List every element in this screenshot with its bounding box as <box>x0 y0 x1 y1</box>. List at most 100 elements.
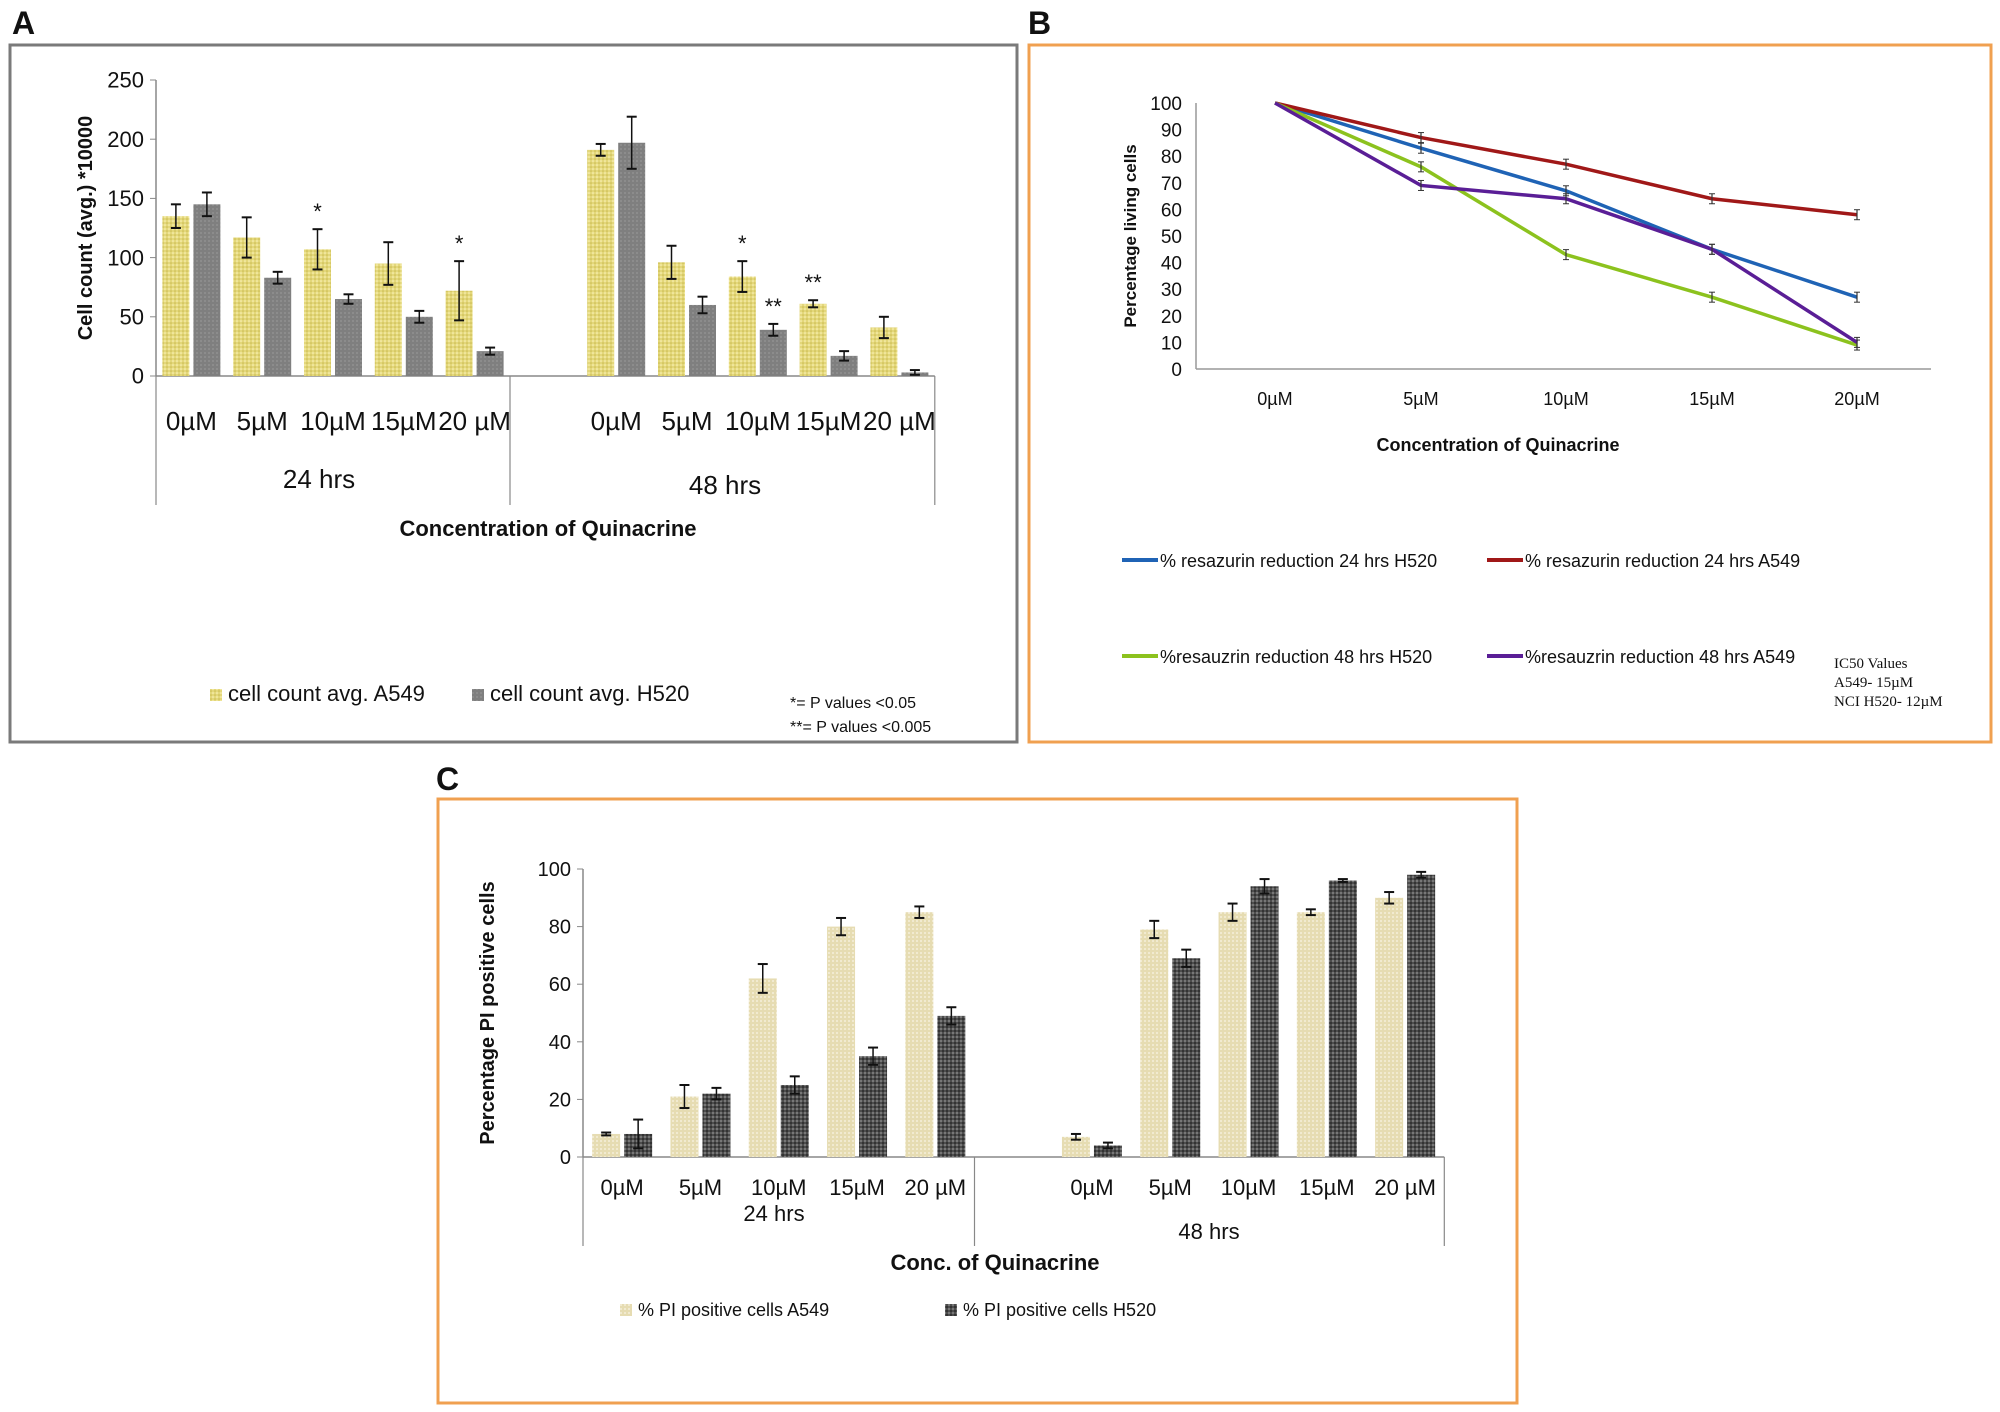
legend-label: cell count avg. A549 <box>228 681 425 706</box>
bar <box>1407 874 1436 1157</box>
legend-label: % PI positive cells H520 <box>963 1300 1156 1320</box>
panel-b-frame <box>1027 43 1993 744</box>
x-tick-label: 15µM <box>1689 389 1734 409</box>
y-tick-label: 0 <box>132 364 144 389</box>
group-label: 24 hrs <box>743 1201 804 1226</box>
significance-mark: * <box>313 199 322 224</box>
x-tick-label: 20 µM <box>1374 1175 1436 1200</box>
y-tick-label: 20 <box>1161 307 1182 328</box>
x-tick-label: 5µM <box>1149 1175 1192 1200</box>
bar <box>405 316 433 376</box>
x-tick-label: 0µM <box>591 406 642 436</box>
y-tick-label: 90 <box>1161 121 1182 142</box>
bar <box>728 276 756 376</box>
y-tick-label: 40 <box>1161 254 1182 275</box>
x-tick-label: 0µM <box>1070 1175 1113 1200</box>
bar <box>1093 1145 1122 1157</box>
x-tick-label: 10µM <box>751 1175 806 1200</box>
legend-label: %resauzrin reduction 48 hrs A549 <box>1525 647 1795 667</box>
bar <box>335 299 362 376</box>
y-tick-label: 80 <box>549 917 571 939</box>
y-tick-label: 60 <box>1161 200 1182 221</box>
x-tick-label: 5µM <box>679 1175 722 1200</box>
y-tick-label: 50 <box>1161 227 1182 248</box>
chart-c-pi-positive: 0 20 40 60 80 100 0µM 5µM 10µM 15µM 20 µM 24 hrs 0µM… <box>477 859 1445 1320</box>
ic50-annotation: NCI H520- 12µM <box>1834 694 1943 710</box>
x-tick-label: 10µM <box>1543 389 1588 409</box>
bar <box>618 142 646 376</box>
legend-swatch <box>210 689 222 701</box>
y-tick-label: 0 <box>1171 360 1182 381</box>
bar <box>1296 912 1325 1157</box>
panel-c-frame <box>436 797 1519 1405</box>
x-tick-label: 5µM <box>1403 389 1438 409</box>
panel-letter-b: B <box>1028 5 1051 41</box>
significance-mark: * <box>738 231 747 256</box>
y-tick-label: 250 <box>107 68 144 93</box>
y-tick-label: 10 <box>1161 333 1182 354</box>
legend-swatch <box>472 689 484 701</box>
x-tick-label: 15µM <box>371 406 437 436</box>
x-tick-label: 20 µM <box>863 406 936 436</box>
bar <box>1375 897 1404 1157</box>
series-line <box>1274 101 1858 344</box>
x-tick-label: 10µM <box>300 406 366 436</box>
bar <box>827 926 856 1157</box>
group-label: 48 hrs <box>689 470 761 500</box>
group-label: 24 hrs <box>283 464 355 494</box>
bar <box>193 204 221 376</box>
y-axis-label: Percentage living cells <box>1121 144 1140 327</box>
bar <box>1172 958 1201 1157</box>
x-tick-label: 0µM <box>1257 389 1292 409</box>
bar <box>780 1085 809 1157</box>
ic50-annotation: A549- 15µM <box>1834 675 1913 691</box>
x-tick-label: 0µM <box>601 1175 644 1200</box>
y-axis-label: Percentage PI positive cells <box>477 881 499 1144</box>
y-tick-label: 20 <box>549 1089 571 1111</box>
y-tick-label: 60 <box>549 974 571 996</box>
bar <box>162 216 190 376</box>
significance-mark: ** <box>805 270 823 295</box>
y-tick-label: 50 <box>120 305 144 330</box>
panel-letter-c: C <box>436 761 459 797</box>
significance-mark: * <box>455 231 464 256</box>
ic50-annotation: IC50 Values <box>1834 656 1908 672</box>
y-tick-label: 150 <box>107 186 144 211</box>
significance-mark: ** <box>765 294 783 319</box>
bar <box>859 1056 888 1157</box>
x-tick-label: 15µM <box>829 1175 884 1200</box>
bar <box>1218 912 1247 1157</box>
y-tick-label: 40 <box>549 1032 571 1054</box>
legend-label: % resazurin reduction 24 hrs A549 <box>1525 551 1800 571</box>
bar <box>1140 929 1169 1157</box>
legend-label: cell count avg. H520 <box>490 681 689 706</box>
bar <box>905 912 934 1157</box>
p-value-note: **= P values <0.005 <box>790 719 931 736</box>
bar <box>830 355 858 376</box>
bar <box>937 1015 966 1157</box>
y-tick-label: 80 <box>1161 147 1182 168</box>
legend-label: % resazurin reduction 24 hrs H520 <box>1160 551 1437 571</box>
y-tick-label: 70 <box>1161 174 1182 195</box>
bar <box>689 304 716 376</box>
bar <box>587 149 615 376</box>
y-tick-label: 200 <box>107 127 144 152</box>
bar <box>1250 886 1279 1157</box>
legend-swatch <box>945 1304 957 1316</box>
legend-label: %resauzrin reduction 48 hrs H520 <box>1160 647 1432 667</box>
y-tick-label: 0 <box>560 1147 571 1169</box>
y-tick-label: 100 <box>107 245 144 270</box>
x-tick-label: 0µM <box>166 406 217 436</box>
bar <box>1328 880 1357 1157</box>
x-tick-label: 15µM <box>1299 1175 1354 1200</box>
x-tick-label: 15µM <box>796 406 862 436</box>
bar <box>592 1133 621 1157</box>
bar <box>1061 1136 1090 1157</box>
bar <box>702 1093 731 1157</box>
bar <box>748 978 777 1157</box>
bar <box>658 262 685 376</box>
x-tick-label: 10µM <box>1221 1175 1276 1200</box>
bar <box>233 237 261 376</box>
bar <box>264 277 292 376</box>
